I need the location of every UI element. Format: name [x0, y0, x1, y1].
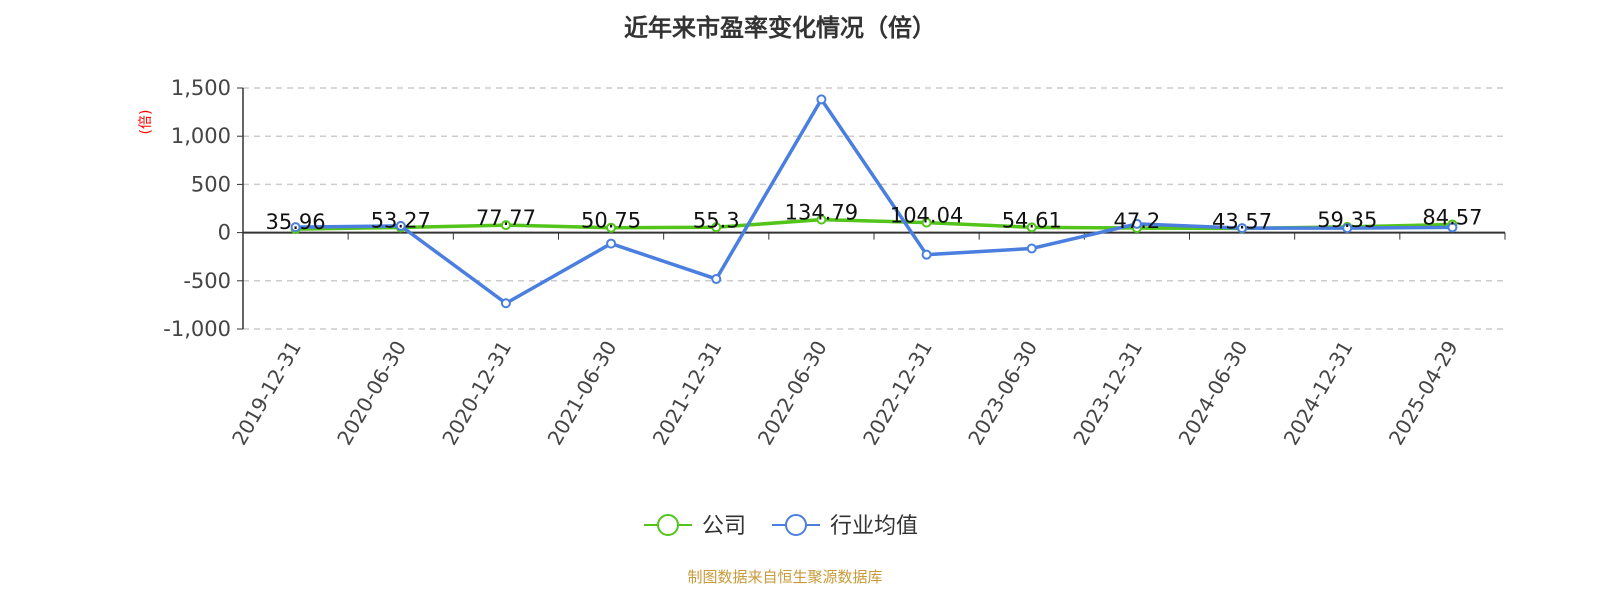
x-tick-label: 2021-06-30: [543, 337, 622, 450]
data-point: [1237, 223, 1248, 234]
data-label: 50.75: [581, 209, 641, 233]
data-label: 54.61: [1002, 208, 1062, 232]
data-point: [1131, 218, 1142, 229]
x-tick-label: 2024-06-30: [1174, 337, 1253, 450]
x-tick-label: 2019-12-31: [227, 337, 306, 450]
data-point: [1026, 243, 1037, 254]
x-tick-label: 2020-12-31: [437, 337, 516, 450]
data-label: 59.35: [1317, 208, 1377, 232]
x-tick-label: 2023-12-31: [1068, 337, 1147, 450]
data-point: [500, 298, 511, 309]
data-label: 77.77: [476, 206, 536, 230]
data-label: 84.57: [1422, 205, 1482, 229]
data-point: [816, 214, 827, 225]
data-label: 35.96: [266, 210, 326, 234]
y-tick-label: -1,000: [163, 317, 231, 341]
x-tick-label: 2024-12-31: [1279, 337, 1358, 450]
data-label: 53.27: [371, 208, 431, 232]
x-tick-label: 2022-06-30: [753, 337, 832, 450]
data-point: [921, 249, 932, 260]
legend-marker-icon: [657, 514, 679, 536]
data-point: [1342, 223, 1353, 234]
legend-marker-icon: [785, 514, 807, 536]
x-tick-label: 2022-12-31: [858, 337, 937, 450]
data-point: [921, 217, 932, 228]
data-point: [711, 222, 722, 233]
data-point: [1026, 222, 1037, 233]
y-tick-label: -500: [183, 269, 231, 293]
data-label: 134.79: [785, 201, 858, 225]
series-line-industry: [295, 96, 1453, 306]
data-point: [395, 220, 406, 231]
data-point: [606, 222, 617, 233]
source-footer: 制图数据来自恒生聚源数据库: [687, 568, 883, 586]
legend-label[interactable]: 公司: [702, 514, 746, 539]
data-label: 104.04: [890, 204, 963, 228]
x-tick-label: 2023-06-30: [963, 337, 1042, 450]
y-tick-label: 500: [191, 172, 231, 196]
data-point: [1447, 222, 1458, 233]
data-point: [290, 222, 301, 233]
data-point: [816, 94, 827, 105]
y-tick-label: 1,500: [171, 76, 231, 100]
data-label: 55.3: [693, 208, 740, 232]
data-point: [500, 220, 511, 231]
legend-label[interactable]: 行业均值: [830, 514, 918, 539]
chart-title: 近年来市盈率变化情况（倍）: [624, 14, 936, 42]
data-point: [606, 238, 617, 249]
x-tick-label: 2020-06-30: [332, 337, 411, 450]
x-tick-label: 2021-12-31: [648, 337, 727, 450]
y-axis-label: (倍): [138, 110, 154, 135]
data-label: 47.2: [1114, 209, 1161, 233]
x-tick-label: 2025-04-29: [1384, 337, 1463, 450]
data-point: [711, 273, 722, 284]
y-tick-label: 0: [218, 221, 231, 245]
y-tick-label: 1,000: [171, 124, 231, 148]
data-label: 43.57: [1212, 209, 1272, 233]
